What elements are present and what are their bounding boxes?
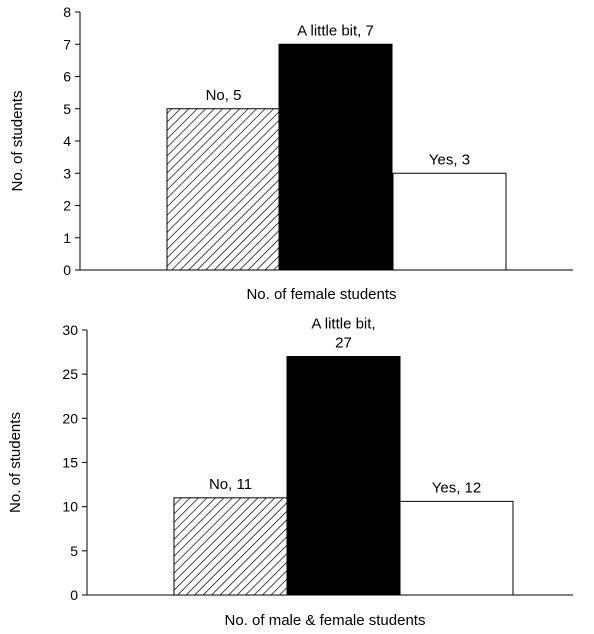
bar-yes xyxy=(392,172,507,271)
data-label: A little bit, 7 xyxy=(297,22,374,39)
data-label: Yes, 12 xyxy=(432,479,482,496)
y-tick-label: 20 xyxy=(62,410,78,426)
y-axis-title: No. of students xyxy=(9,91,26,192)
y-tick-label: 3 xyxy=(63,165,71,181)
x-axis-title: No. of female students xyxy=(246,286,396,303)
y-tick-label: 5 xyxy=(63,101,71,117)
data-label: Yes, 3 xyxy=(429,151,470,168)
y-tick-label: 5 xyxy=(70,543,78,559)
data-label: No, 11 xyxy=(209,476,252,493)
y-tick-label: 7 xyxy=(63,36,71,52)
y-tick-label: 8 xyxy=(63,4,71,20)
y-tick-label: 0 xyxy=(70,587,78,603)
y-tick-label: 4 xyxy=(63,133,71,149)
y-tick-label: 25 xyxy=(62,366,78,382)
y-axis-title: No. of students xyxy=(7,412,24,513)
y-tick-label: 1 xyxy=(63,230,71,246)
data-label: No, 5 xyxy=(206,87,242,104)
y-tick-label: 15 xyxy=(62,455,78,471)
bar-yes xyxy=(399,500,514,596)
y-tick-label: 0 xyxy=(63,262,71,278)
y-tick-label: 10 xyxy=(62,499,78,515)
data-label: A little bit, xyxy=(311,316,375,333)
data-label: 27 xyxy=(335,335,352,352)
bar-no xyxy=(173,497,288,596)
y-tick-label: 6 xyxy=(63,69,71,85)
x-axis-title: No. of male & female students xyxy=(225,612,426,629)
female-students-chart: No, 5 A little bit, 7 Yes, 3 0 1 2 3 4 5 6 7 8 No. o… xyxy=(9,4,573,303)
y-tick-label: 30 xyxy=(62,322,78,338)
bar-a-little-bit xyxy=(286,356,401,596)
male-female-students-chart: No, 11 A little bit, 27 Yes, 12 0 5 10 15 20 25 30… xyxy=(7,316,573,629)
bar-a-little-bit xyxy=(278,43,393,271)
bar-no xyxy=(166,108,281,271)
y-tick-label: 2 xyxy=(63,198,71,214)
